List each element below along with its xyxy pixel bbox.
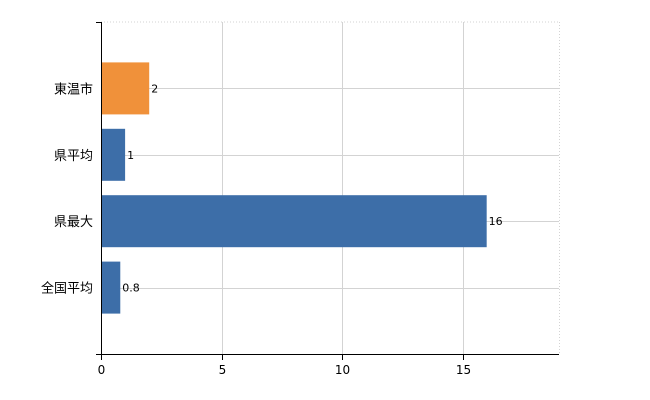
data-label-1: 1 bbox=[127, 149, 134, 162]
bar-layer bbox=[101, 62, 487, 314]
x-tick-label-3: 15 bbox=[456, 363, 471, 377]
axis-layer: 0 5 10 15 bbox=[96, 22, 559, 377]
x-tick-label-2: 10 bbox=[335, 363, 350, 377]
bar-0 bbox=[101, 62, 150, 115]
category-label-0: 東温市 bbox=[54, 81, 93, 97]
category-label-1: 県平均 bbox=[54, 149, 93, 164]
bar-1 bbox=[101, 128, 126, 181]
x-tick-label-1: 5 bbox=[219, 363, 227, 377]
grid-layer bbox=[101, 21, 560, 354]
data-label-2: 16 bbox=[489, 215, 503, 228]
data-label-0: 2 bbox=[151, 82, 158, 95]
x-tick-label-0: 0 bbox=[98, 363, 106, 377]
bar-2 bbox=[101, 195, 487, 248]
category-label-2: 県最大 bbox=[54, 215, 93, 230]
category-label-3: 全国平均 bbox=[41, 281, 93, 297]
bar-3 bbox=[101, 261, 121, 314]
data-label-3: 0.8 bbox=[122, 282, 140, 295]
